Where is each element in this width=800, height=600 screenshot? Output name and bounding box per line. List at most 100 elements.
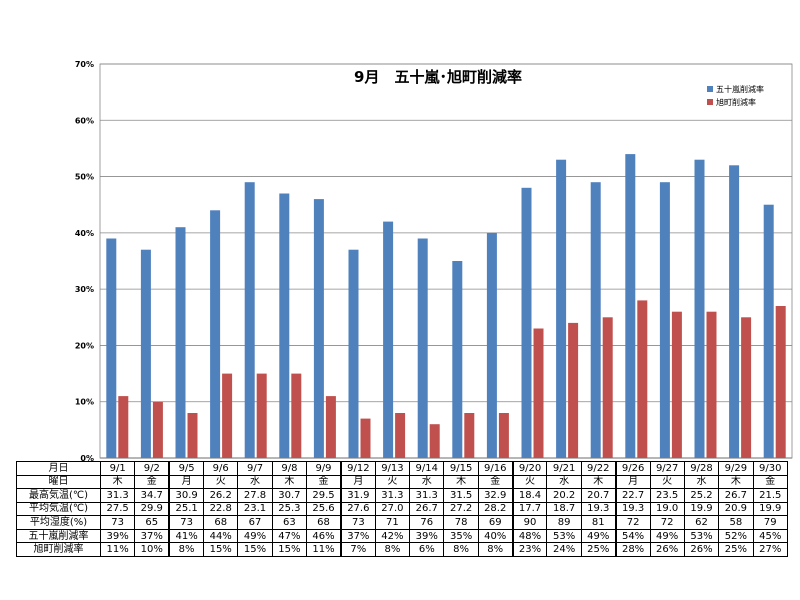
table-cell: 41% bbox=[168, 528, 205, 544]
table-cell: 15% bbox=[203, 542, 239, 557]
bar-series-1-9/1 bbox=[106, 238, 117, 458]
table-cell: 火 bbox=[511, 474, 548, 490]
table-cell: 9/28 bbox=[683, 461, 720, 476]
table-cell: 90 bbox=[511, 515, 548, 530]
table-cell: 25.3 bbox=[271, 501, 308, 517]
table-cell: 81 bbox=[580, 515, 617, 530]
bar-series-2-9/21 bbox=[568, 322, 579, 458]
table-cell: 49% bbox=[649, 528, 685, 544]
table-cell: 73 bbox=[168, 515, 205, 530]
table-cell: 木 bbox=[580, 474, 617, 490]
table-cell: 39% bbox=[409, 528, 445, 544]
chart-title: 9月 五十嵐･旭町削減率 bbox=[354, 68, 522, 86]
table-cell: 25% bbox=[718, 542, 754, 557]
table-cell: 15% bbox=[271, 542, 308, 557]
bar-series-2-9/5 bbox=[187, 413, 198, 458]
y-tick-label: 40% bbox=[75, 229, 94, 238]
table-cell: 11% bbox=[99, 542, 136, 557]
table-cell: 19.3 bbox=[580, 501, 617, 517]
table-cell: 25.1 bbox=[168, 501, 205, 517]
table-cell: 23.1 bbox=[237, 501, 273, 517]
bar-series-1-9/2 bbox=[140, 249, 151, 458]
table-cell: 金 bbox=[752, 474, 789, 490]
table-cell: 8% bbox=[374, 542, 411, 557]
table-cell: 26% bbox=[683, 542, 720, 557]
bar-series-1-9/6 bbox=[210, 210, 221, 458]
table-cell: 火 bbox=[374, 474, 411, 490]
table-cell: 22.8 bbox=[203, 501, 239, 517]
table-cell: 水 bbox=[683, 474, 720, 490]
table-cell: 7% bbox=[339, 542, 376, 557]
table-cell: 金 bbox=[306, 474, 342, 490]
y-tick-label: 0% bbox=[80, 454, 94, 463]
table-cell: 9/22 bbox=[580, 461, 617, 476]
table-cell: 26.2 bbox=[203, 488, 239, 503]
table-cell: 27.6 bbox=[339, 501, 376, 517]
table-cell: 木 bbox=[99, 474, 136, 490]
table-cell: 27.5 bbox=[99, 501, 136, 517]
table-cell: 18.7 bbox=[546, 501, 582, 517]
legend: 五十嵐削減率 旭町削減率 bbox=[707, 84, 764, 107]
table-cell: 8% bbox=[477, 542, 514, 557]
table-row-avg-humidity: 平均湿度(%) 73 65 73 68 67 63 68 73 71 76 78 69 90 89 81 72 7… bbox=[16, 515, 789, 530]
table-cell: 20.2 bbox=[546, 488, 582, 503]
table-cell: 21.5 bbox=[752, 488, 789, 503]
y-tick-label: 10% bbox=[75, 398, 94, 407]
table-cell: 金 bbox=[477, 474, 514, 490]
table-cell: 54% bbox=[614, 528, 651, 544]
table-cell: 9/9 bbox=[306, 461, 342, 476]
table-cell: 28.2 bbox=[477, 501, 514, 517]
row-label: 曜日 bbox=[16, 474, 101, 490]
bar-series-2-9/27 bbox=[671, 311, 682, 458]
y-tick-label: 60% bbox=[75, 116, 94, 125]
table-cell: 89 bbox=[546, 515, 582, 530]
bar-series-2-9/30 bbox=[775, 306, 786, 458]
table-cell: 19.9 bbox=[683, 501, 720, 517]
table-cell: 68 bbox=[306, 515, 342, 530]
bar-series-2-9/14 bbox=[429, 424, 440, 458]
table-cell: 20.9 bbox=[718, 501, 754, 517]
table-cell: 水 bbox=[409, 474, 445, 490]
table-cell: 35% bbox=[443, 528, 479, 544]
bar-series-2-9/6 bbox=[222, 373, 233, 458]
table-row-date: 月日 9/1 9/2 9/5 9/6 9/7 9/8 9/9 9/12 9/13 9/14 9/15 9… bbox=[16, 461, 789, 476]
table-cell: 9/1 bbox=[99, 461, 136, 476]
table-cell: 31.9 bbox=[339, 488, 376, 503]
y-tick-label: 20% bbox=[75, 341, 94, 350]
row-label: 旭町削減率 bbox=[16, 542, 101, 557]
table-cell: 9/29 bbox=[718, 461, 754, 476]
table-cell: 9/13 bbox=[374, 461, 411, 476]
table-cell: 25.6 bbox=[306, 501, 342, 517]
table-cell: 71 bbox=[374, 515, 411, 530]
table-cell: 49% bbox=[580, 528, 617, 544]
table-cell: 19.3 bbox=[614, 501, 651, 517]
table-row-igarashi-rate: 五十嵐削減率 39% 37% 41% 44% 49% 47% 46% 37% 42% 39% 35% 4… bbox=[16, 528, 789, 544]
row-label: 最高気温(℃) bbox=[16, 488, 101, 503]
table-cell: 9/16 bbox=[477, 461, 514, 476]
bar-series-1-9/27 bbox=[659, 182, 670, 458]
table-row-asahimachi-rate: 旭町削減率 11% 10% 8% 15% 15% 15% 11% 7% 8% 6% 8% 8% 23% 24… bbox=[16, 542, 789, 557]
legend-swatch-series-2 bbox=[707, 99, 713, 105]
bar-series-2-9/9 bbox=[325, 396, 336, 458]
row-label: 五十嵐削減率 bbox=[16, 528, 101, 544]
table-cell: 水 bbox=[546, 474, 582, 490]
table-cell: 68 bbox=[203, 515, 239, 530]
table-cell: 65 bbox=[134, 515, 170, 530]
table-cell: 26.7 bbox=[718, 488, 754, 503]
table-cell: 58 bbox=[718, 515, 754, 530]
bar-series-1-9/16 bbox=[486, 232, 497, 458]
table-cell: 火 bbox=[649, 474, 685, 490]
table-cell: 44% bbox=[203, 528, 239, 544]
table-cell: 37% bbox=[134, 528, 170, 544]
table-cell: 30.7 bbox=[271, 488, 308, 503]
bar-series-1-9/20 bbox=[521, 187, 532, 459]
table-cell: 31.3 bbox=[99, 488, 136, 503]
y-tick-label: 50% bbox=[75, 173, 94, 182]
table-cell: 53% bbox=[683, 528, 720, 544]
table-cell: 78 bbox=[443, 515, 479, 530]
table-cell: 月 bbox=[614, 474, 651, 490]
table-row-avg-temp: 平均気温(℃) 27.5 29.9 25.1 22.8 23.1 25.3 25.6 27.6 2… bbox=[16, 501, 789, 517]
table-cell: 9/12 bbox=[339, 461, 376, 476]
table-cell: 9/27 bbox=[649, 461, 685, 476]
